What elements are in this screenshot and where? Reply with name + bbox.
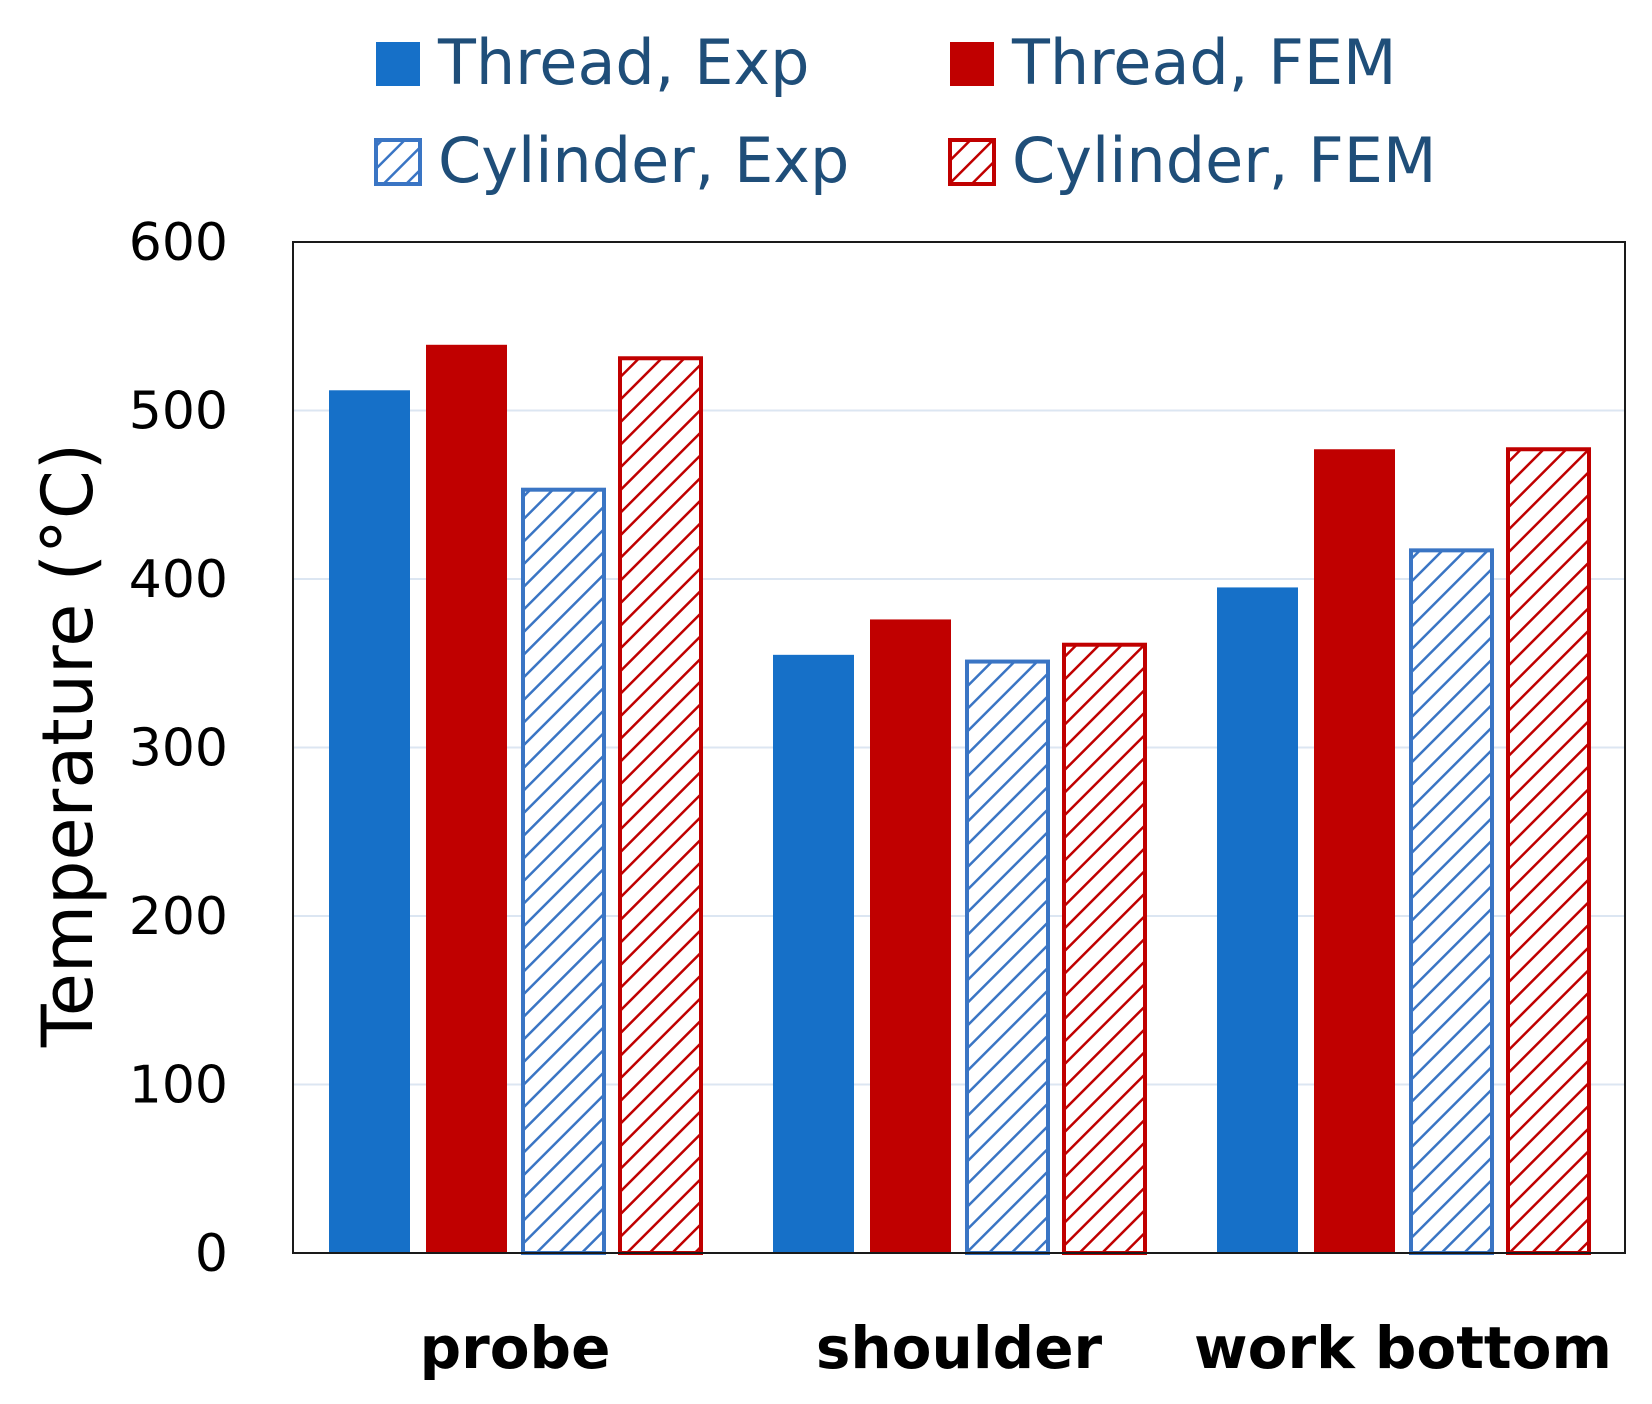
- legend: Thread, Exp Thread, FEM Cylinder, Exp Cylin…: [374, 26, 1436, 197]
- y-tick-label: 300: [129, 719, 228, 779]
- y-tick-label: 200: [129, 887, 228, 947]
- bar-shoulder-series-2: [965, 659, 1050, 1255]
- legend-label: Thread, FEM: [1011, 26, 1397, 99]
- bar-shoulder-series-3: [1062, 642, 1147, 1255]
- bar-probe-series-3: [618, 356, 703, 1255]
- legend-swatch: [948, 138, 996, 186]
- axes: 0 100 200 300 400 500 600 probe shoulder work bot…: [27, 213, 1626, 1382]
- plot-frame: [292, 241, 1626, 1254]
- gridlines: [293, 409, 1625, 1086]
- bar-probe-series-2: [521, 487, 606, 1255]
- x-category-label: work bottom: [1194, 1314, 1612, 1382]
- x-category-label: shoulder: [816, 1314, 1103, 1382]
- y-tick-label: 0: [195, 1224, 228, 1284]
- legend-label: Cylinder, FEM: [1012, 124, 1436, 197]
- x-category-label: probe: [420, 1314, 611, 1382]
- y-axis-label: Temperature (°C): [27, 443, 109, 1048]
- bar-shoulder-series-0: [773, 654, 854, 1253]
- bar-shoulder-series-1: [870, 619, 951, 1253]
- legend-label: Cylinder, Exp: [438, 124, 849, 197]
- bar-work-bottom-series-2: [1409, 548, 1494, 1255]
- y-tick-label: 400: [129, 550, 228, 610]
- legend-label: Thread, Exp: [437, 26, 809, 99]
- legend-swatch: [376, 42, 420, 86]
- bar-work-bottom-series-0: [1217, 587, 1298, 1253]
- bar-work-bottom-series-1: [1314, 449, 1395, 1253]
- legend-swatch: [950, 42, 994, 86]
- bar-probe-series-0: [329, 390, 410, 1253]
- y-tick-label: 500: [129, 382, 228, 442]
- legend-swatch: [374, 138, 422, 186]
- bar-probe-series-1: [426, 344, 507, 1253]
- bars: [329, 344, 1591, 1255]
- bar-work-bottom-series-3: [1506, 447, 1591, 1255]
- y-tick-label: 100: [129, 1056, 228, 1116]
- y-tick-label: 600: [129, 213, 228, 273]
